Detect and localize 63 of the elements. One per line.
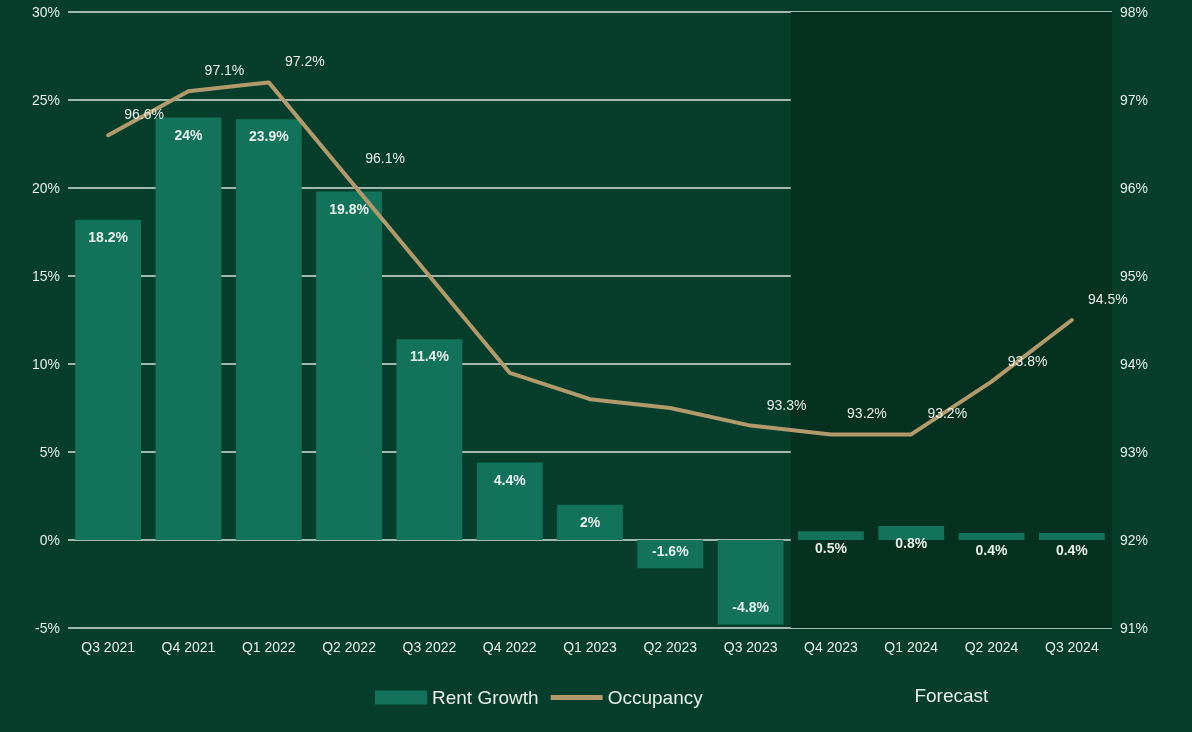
y-tick-label: 30% [31,4,60,20]
y-tick-label: 20% [31,180,60,196]
y2-tick-label: 98% [1120,4,1149,20]
bar [958,532,1025,540]
data-label: -1.6% [652,543,690,560]
x-tick-label: Q4 2021 [161,639,216,655]
data-label: 94.5% [1087,291,1128,307]
y-tick-label: 5% [39,444,60,460]
bar [235,119,302,540]
data-label: 4.4% [493,471,527,488]
bar [396,339,463,540]
x-tick-label: Q3 2022 [402,639,457,655]
data-label: 96.1% [365,150,405,167]
bar [878,525,945,540]
data-label: 0.5% [814,540,848,557]
bar [557,504,623,540]
data-label: 11.4% [409,348,450,365]
bar [155,117,222,540]
bar [75,219,142,540]
y-tick-label: -5% [35,620,60,636]
bar [1038,532,1105,540]
x-tick-label: Q4 2022 [482,639,537,655]
y2-tick-label: 94% [1120,356,1149,372]
legend-label: Rent Growth [432,687,539,708]
data-label: 93.2% [847,405,887,422]
bar [476,462,543,540]
y2-tick-label: 97% [1120,92,1149,108]
x-tick-label: Q3 2023 [723,639,778,655]
data-label: 97.2% [284,53,325,70]
x-tick-label: Q1 2023 [563,639,618,655]
y-tick-label: 0% [39,532,60,548]
y2-tick-label: 95% [1120,268,1149,284]
bar [316,191,382,540]
x-tick-label: Q1 2024 [884,639,939,655]
data-label: 18.2% [88,228,129,245]
data-label: 23.9% [248,128,290,145]
band-label: Forecast [914,685,990,706]
y-tick-label: 15% [31,268,60,284]
y2-tick-label: 92% [1120,532,1149,548]
data-label: 97.1% [204,62,245,79]
data-label: 0.4% [1055,541,1089,558]
data-label: 0.8% [895,534,928,551]
x-tick-label: Q4 2023 [804,639,858,655]
data-label: 2% [579,513,601,530]
y2-tick-label: 91% [1120,620,1149,636]
bar [717,540,784,625]
legend-label: Occupancy [607,687,704,708]
bar [798,531,864,540]
data-label: -4.8% [732,599,770,616]
data-label: 0.4% [975,541,1009,558]
x-tick-label: Q3 2024 [1044,639,1099,655]
data-label: 24% [174,126,204,143]
data-label: 19.8% [329,200,370,217]
x-tick-label: Q2 2022 [322,639,377,655]
x-tick-label: Q3 2021 [81,639,136,655]
y-tick-label: 10% [31,356,60,372]
x-tick-label: Q1 2022 [241,639,296,655]
y-tick-label: 25% [31,92,60,108]
y2-tick-label: 93% [1120,444,1149,460]
x-tick-label: Q2 2023 [643,639,698,655]
data-label: 93.3% [766,396,807,413]
x-tick-label: Q2 2024 [964,639,1019,655]
y2-tick-label: 96% [1120,180,1149,196]
